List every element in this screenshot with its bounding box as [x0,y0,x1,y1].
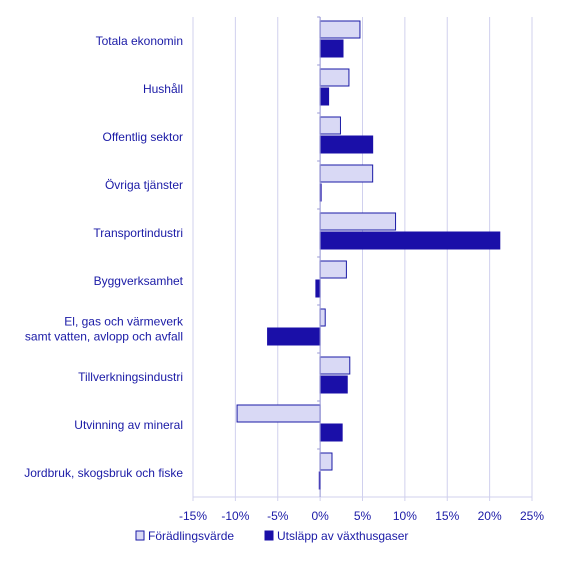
bar-utslapp [319,39,344,58]
legend-label-foradlingsvarde: Förädlingsvärde [148,529,234,543]
bar-foradlingsvarde [319,68,350,87]
gridlines [192,17,533,497]
category-label: Transportindustri [93,226,183,240]
x-tick-label: 10% [393,509,417,523]
bar-utslapp [319,87,330,106]
bar-foradlingsvarde [236,404,321,423]
category-label: El, gas och värmeverk samt vatten, avlopp… [25,315,184,344]
x-tick-labels: -15% -10% -5% 0% 5% 10% 15% 20% 25% [179,509,544,523]
x-tick-label: 20% [478,509,502,523]
category-label: Hushåll [143,82,183,96]
category-label: Offentlig sektor [103,130,183,144]
bar-utslapp [319,423,343,442]
legend-swatch-foradlingsvarde [135,530,145,541]
category-label: Tillverkningsindustri [78,370,183,384]
bar-utslapp [267,327,321,346]
bar-utslapp [319,135,374,154]
bar-utslapp [319,375,348,394]
bar-foradlingsvarde [319,116,341,135]
bars [236,20,501,490]
bar-foradlingsvarde [319,212,397,231]
x-tick-label: -5% [267,509,289,523]
bar-utslapp [315,279,321,298]
x-tick-label: 5% [354,509,372,523]
category-labels: Totala ekonomin Hushåll Offentlig sektor Öv… [24,34,184,480]
bar-foradlingsvarde [319,452,333,471]
category-label: Jordbruk, skogsbruk och fiske [24,466,183,480]
legend-label-utslapp: Utsläpp av växthusgaser [277,529,408,543]
category-label: Totala ekonomin [96,34,183,48]
bar-utslapp [319,231,501,250]
x-tick-label: -10% [221,509,249,523]
category-label: Byggverksamhet [94,274,184,288]
x-axis [192,16,533,501]
bar-foradlingsvarde [319,20,361,39]
legend-swatch-utslapp [264,530,274,541]
x-tick-label: -15% [179,509,207,523]
bar-foradlingsvarde [319,164,374,183]
x-tick-label: 0% [311,509,329,523]
bar-foradlingsvarde [319,260,347,279]
legend: Förädlingsvärde Utsläpp av växthusgaser [135,529,408,543]
x-tick-label: 25% [520,509,544,523]
category-label: Övriga tjänster [105,178,183,192]
x-tick-label: 15% [435,509,459,523]
bar-foradlingsvarde [319,308,326,327]
bar-foradlingsvarde [319,356,351,375]
category-label: Utvinning av mineral [74,418,183,432]
